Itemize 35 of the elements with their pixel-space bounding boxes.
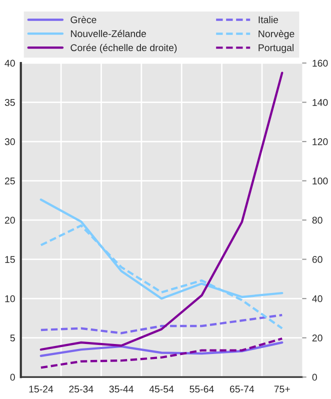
x-tick-label: 25-34 xyxy=(69,386,94,393)
y2-tick-label: 100 xyxy=(312,178,328,184)
y2-tick-label: 80 xyxy=(312,216,322,224)
line-series xyxy=(40,314,284,334)
y-tick-label: 30 xyxy=(4,138,15,146)
legend-label: Norvège xyxy=(258,30,294,40)
legend-label: Italie xyxy=(258,16,278,24)
y2-tick-label: 40 xyxy=(312,295,322,302)
line-series xyxy=(40,341,284,357)
line-series xyxy=(40,337,284,369)
x-tick-label: 15-24 xyxy=(29,386,54,393)
legend-label: Portugal xyxy=(258,44,294,54)
x-tick-label: 65-74 xyxy=(230,386,254,393)
x-tick-label: 35-44 xyxy=(109,386,134,393)
y2-tick-label: 60 xyxy=(312,256,322,263)
x-tick-label: 75+ xyxy=(274,386,290,393)
y-tick-label: 25 xyxy=(4,178,15,184)
legend-label: Nouvelle-Zélande xyxy=(71,30,146,38)
y2-tick-label: 160 xyxy=(312,60,328,67)
legend-label: Corée (échelle de droite) xyxy=(70,44,177,54)
y-tick-label: 10 xyxy=(5,295,15,302)
y-tick-label: 20 xyxy=(4,216,15,224)
y2-tick-label: 0 xyxy=(312,374,317,381)
x-tick-label: 55-64 xyxy=(190,386,214,393)
y-tick-label: 0 xyxy=(10,374,15,381)
y-tick-label: 15 xyxy=(5,256,15,263)
y-tick-label: 40 xyxy=(4,60,15,67)
y2-tick-label: 20 xyxy=(312,334,322,342)
legend-label: Grèce xyxy=(70,16,96,24)
y-tick-label: 35 xyxy=(4,99,15,106)
x-tick-label: 45-54 xyxy=(149,386,174,393)
line-series xyxy=(40,72,284,351)
y2-tick-label: 120 xyxy=(312,138,328,146)
y2-tick-label: 140 xyxy=(312,99,328,106)
y-tick-label: 5 xyxy=(10,334,15,342)
